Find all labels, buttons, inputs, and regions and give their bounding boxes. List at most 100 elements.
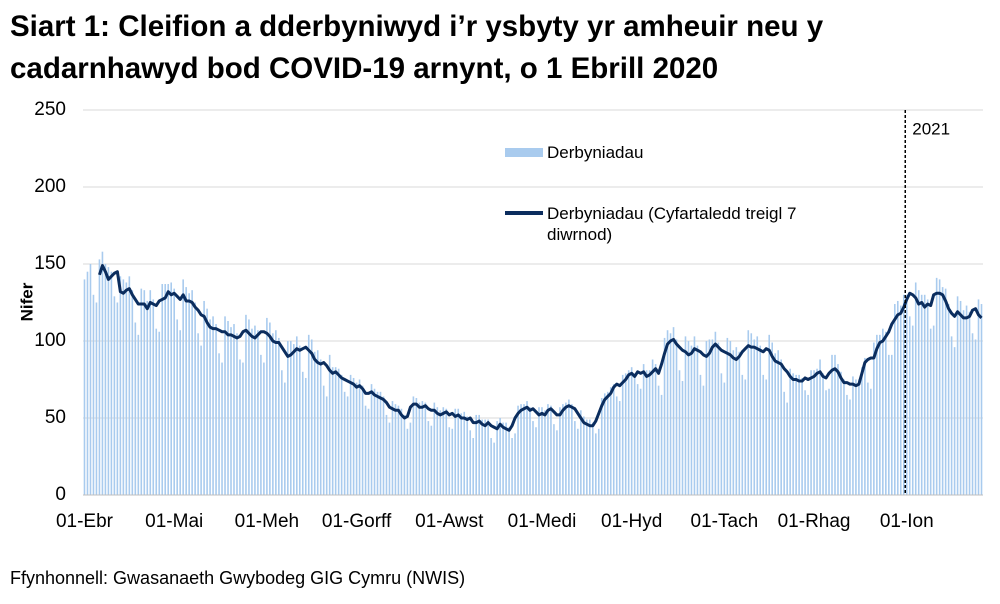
bar — [343, 391, 346, 495]
x-tick-label: 01-Tach — [691, 511, 759, 532]
bar — [926, 299, 929, 495]
bar — [260, 354, 262, 495]
x-tick-label: 01-Gorff — [322, 511, 392, 532]
x-tick-label: 01-Hyd — [601, 511, 662, 532]
bar — [645, 370, 648, 495]
bar — [287, 341, 289, 495]
bar — [935, 277, 938, 495]
bar — [472, 438, 474, 495]
bar — [609, 387, 612, 495]
bar — [681, 381, 684, 495]
bar — [577, 428, 579, 495]
bar — [615, 396, 618, 495]
bar — [687, 341, 690, 495]
bar — [328, 354, 331, 495]
bar — [801, 377, 803, 495]
bar — [266, 317, 268, 495]
bar — [589, 419, 591, 495]
bar — [514, 433, 516, 495]
bar — [170, 282, 173, 495]
bar — [493, 442, 495, 495]
bar — [855, 379, 857, 495]
bar — [873, 342, 875, 495]
bar — [391, 401, 394, 495]
bar — [657, 385, 660, 495]
bar — [780, 359, 782, 495]
bar — [864, 357, 866, 495]
bar — [774, 353, 776, 495]
bar — [478, 414, 480, 495]
bar — [454, 408, 457, 495]
bar — [669, 333, 672, 495]
bar — [424, 402, 427, 495]
bar — [451, 428, 454, 495]
bar — [666, 330, 669, 495]
bar — [693, 336, 696, 495]
bar — [642, 364, 645, 495]
bar — [403, 414, 406, 495]
bar — [732, 350, 735, 495]
bar — [902, 294, 905, 495]
bar — [529, 407, 531, 495]
bar — [654, 364, 657, 495]
bar — [932, 325, 935, 495]
bar — [592, 422, 594, 495]
bar — [164, 284, 167, 495]
bar — [179, 330, 181, 495]
bar — [290, 341, 292, 495]
bar — [215, 324, 217, 495]
bar — [101, 251, 104, 495]
bar — [272, 333, 274, 495]
bar — [714, 331, 717, 495]
bar — [977, 299, 980, 495]
bar — [606, 391, 609, 495]
bar — [896, 300, 899, 495]
bar — [224, 316, 226, 495]
bar — [448, 427, 451, 495]
bar — [257, 330, 259, 495]
bar — [511, 438, 513, 495]
bar — [490, 438, 492, 495]
bar — [562, 404, 564, 495]
bar — [161, 284, 164, 495]
bar — [110, 271, 113, 495]
bar — [798, 374, 800, 495]
bar — [149, 290, 152, 495]
bar — [636, 384, 639, 495]
bar — [867, 382, 869, 495]
bar — [971, 333, 974, 495]
bar — [980, 304, 983, 495]
bar — [295, 336, 298, 495]
bar — [304, 377, 307, 495]
bar — [313, 351, 316, 495]
bar — [242, 362, 244, 495]
bar — [134, 322, 137, 495]
bar — [762, 374, 765, 495]
bar — [777, 350, 779, 495]
bar — [83, 279, 86, 495]
x-tick-label: 01-Rhag — [778, 511, 851, 532]
bar — [122, 279, 125, 495]
bar — [789, 368, 791, 495]
bar — [128, 276, 131, 495]
bar — [239, 359, 241, 495]
bar — [418, 402, 421, 495]
bar — [460, 413, 463, 495]
y-tick-label: 50 — [45, 407, 66, 428]
bar — [648, 370, 651, 495]
bar — [152, 299, 155, 495]
bar — [950, 336, 953, 495]
bar — [251, 328, 253, 495]
bar — [819, 359, 821, 495]
bar — [281, 370, 283, 495]
bar — [397, 405, 400, 495]
bar — [463, 411, 466, 495]
bar — [944, 288, 947, 495]
bar — [373, 388, 376, 495]
bar — [523, 404, 525, 495]
bar — [651, 359, 654, 495]
bar — [765, 379, 768, 495]
bar — [708, 339, 711, 495]
bar — [457, 408, 460, 495]
